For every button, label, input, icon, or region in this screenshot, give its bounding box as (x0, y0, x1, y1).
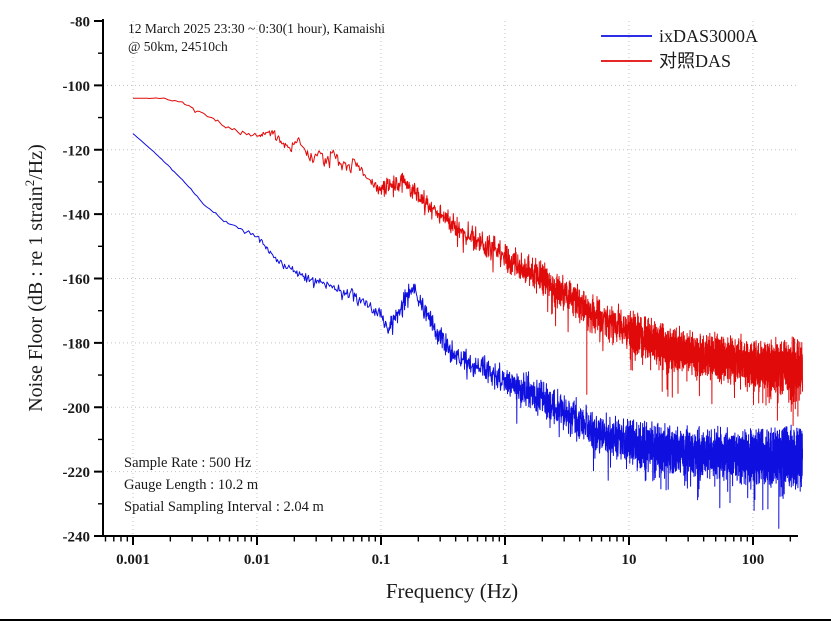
acquisition-annotation-line2: @ 50km, 24510ch (128, 39, 228, 54)
bottom-rule (0, 619, 831, 621)
y-axis-title: Noise Floor (dB : re 1 strain2/Hz) (22, 144, 47, 412)
y-tick-label: -140 (63, 208, 91, 224)
y-tick-label: -220 (63, 465, 91, 481)
legend: ixDAS3000A 对照DAS (601, 26, 758, 71)
y-tick-label: -200 (63, 401, 91, 417)
x-tick-label: 0.01 (244, 552, 270, 568)
y-tick-label: -100 (63, 79, 91, 95)
acquisition-annotation-line1: 12 March 2025 23:30 ~ 0:30(1 hour), Kama… (128, 21, 385, 36)
gauge-length-annotation: Gauge Length : 10.2 m (124, 477, 259, 493)
x-tick-label: 0.1 (372, 552, 391, 568)
y-tick-label: -80 (70, 15, 90, 31)
series-对照DAS (132, 97, 803, 427)
x-tick-label: 10 (622, 552, 637, 568)
legend-label-reference-das: 对照DAS (659, 51, 731, 71)
legend-label-ixdas3000a: ixDAS3000A (659, 26, 758, 46)
x-tick-label: 0.001 (116, 552, 150, 568)
series-ixDAS3000A (132, 133, 803, 529)
tick-layer (94, 20, 792, 545)
tick-label-layer: -80 -100 -120 -140 -160 -180 -200 -220 -240 0.001… (63, 15, 765, 569)
y-tick-label: -180 (63, 336, 91, 352)
x-tick-label: 1 (501, 552, 509, 568)
x-axis-title: Frequency (Hz) (386, 579, 518, 603)
series-layer (132, 97, 803, 529)
y-tick-label: -120 (63, 143, 91, 159)
spatial-sampling-annotation: Spatial Sampling Interval : 2.04 m (124, 499, 324, 515)
sample-rate-annotation: Sample Rate : 500 Hz (124, 455, 252, 471)
y-tick-label: -160 (63, 272, 91, 288)
y-tick-label: -240 (63, 530, 91, 546)
x-tick-label: 100 (742, 552, 765, 568)
